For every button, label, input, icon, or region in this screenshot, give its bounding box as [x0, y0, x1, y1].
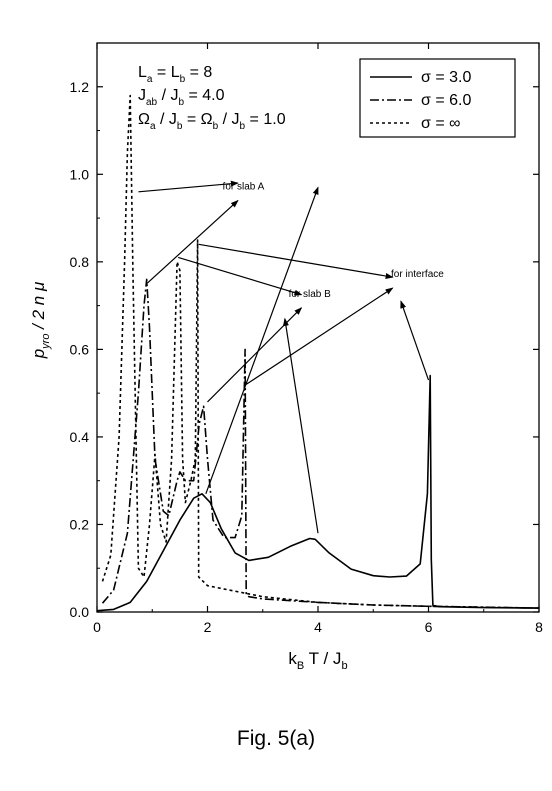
annotation-label: for interface — [391, 269, 444, 280]
parameter-block: La = Lb = 8 Jab / Jb = 4.0 Ωa / Jb = Ωb … — [138, 64, 286, 132]
annotation-arrow — [198, 243, 394, 279]
axis-tick-labels: 0 2 4 6 8 0.0 0.2 0.4 0.6 0.8 1.0 1.2 — [70, 79, 544, 635]
x-axis-label: kB T / Jb — [288, 649, 347, 672]
annotation-arrow — [138, 180, 239, 193]
annotation-arrow — [400, 300, 430, 381]
x-tick-label: 6 — [425, 619, 433, 635]
y-tick-label: 0.8 — [70, 254, 90, 270]
series-line-1 — [101, 278, 540, 609]
y-tick-label: 1.2 — [70, 79, 90, 95]
series-line-0 — [96, 374, 540, 612]
y-tick-label: 0.4 — [70, 429, 90, 445]
x-tick-label: 8 — [535, 619, 543, 635]
y-tick-label: 0.0 — [70, 604, 90, 620]
annotation-layer: for slab A for slab B for interface — [138, 180, 444, 534]
x-tick-label: 4 — [314, 619, 322, 635]
legend-label-2: σ = ∞ — [421, 115, 461, 132]
annotation-arrow — [207, 307, 303, 403]
y-axis-label: pyro / 2 n μ — [29, 281, 52, 359]
svg-text:Ωa / Jb = Ωb / Jb = 1.0: Ωa / Jb = Ωb / Jb = 1.0 — [138, 111, 286, 132]
svg-text:Jab / Jb = 4.0: Jab / Jb = 4.0 — [138, 87, 225, 108]
series-layer — [96, 94, 540, 612]
legend-label-1: σ = 6.0 — [421, 92, 471, 109]
annotation-arrow — [245, 287, 394, 385]
annotation-arrow — [205, 186, 319, 495]
y-tick-label: 0.2 — [70, 516, 90, 532]
annotation-arrow — [146, 199, 239, 285]
annotation-arrow — [178, 256, 303, 296]
annotation-arrow — [282, 317, 319, 534]
x-tick-label: 2 — [204, 619, 212, 635]
x-tick-label: 0 — [93, 619, 101, 635]
svg-text:La = Lb = 8: La = Lb = 8 — [138, 64, 212, 85]
legend-label-0: σ = 3.0 — [421, 69, 471, 86]
legend: σ = 3.0 σ = 6.0 σ = ∞ — [359, 58, 516, 138]
series-line-2 — [101, 94, 540, 609]
y-tick-label: 0.6 — [70, 341, 90, 357]
annotation-label: for slab A — [223, 182, 265, 193]
legend-box — [359, 58, 516, 138]
annotation-label: for slab B — [289, 289, 332, 300]
y-tick-label: 1.0 — [70, 166, 90, 182]
chart-svg: 0 2 4 6 80.00.20.40.60.81.01.2 for slab Afor… — [29, 42, 544, 672]
figure-caption: Fig. 5(a) — [236, 727, 316, 750]
axis-ticks — [96, 42, 540, 613]
